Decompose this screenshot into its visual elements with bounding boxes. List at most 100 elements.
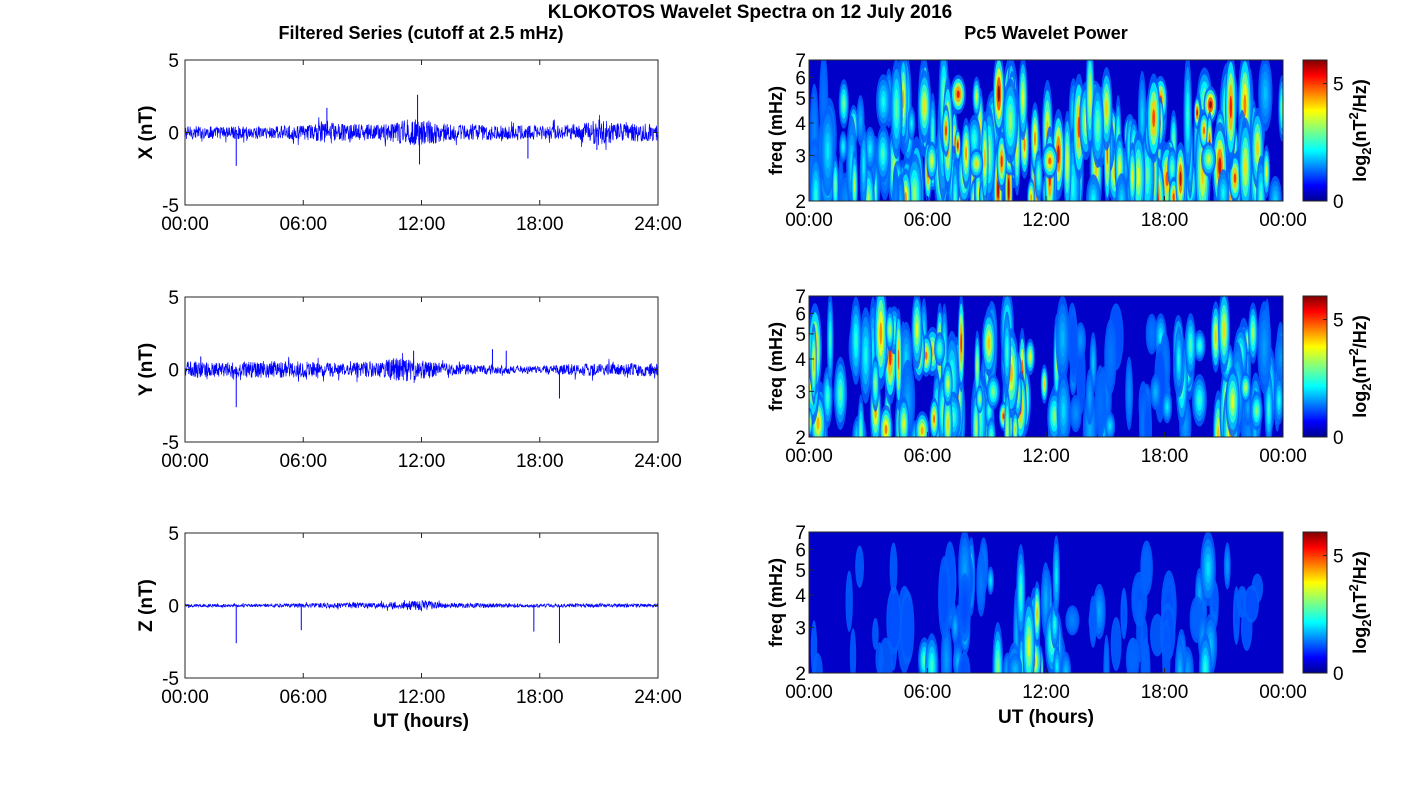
power-burst (872, 338, 874, 360)
x-tick-label: 06:00 (904, 682, 952, 703)
series-line-y (184, 352, 659, 384)
power-burst (1179, 171, 1182, 187)
y-tick-label: 5 (795, 89, 806, 110)
x-tick-label: 18:00 (1141, 682, 1189, 703)
series-panel-z: 5 0 -500:00 06:00 12:00 18:00 24:00 Z (nT) (136, 524, 682, 708)
x-tick-label: 00:00 (785, 446, 833, 467)
power-burst (1131, 655, 1135, 665)
power-burst (975, 160, 978, 167)
right-column-title: Pc5 Wavelet Power (964, 23, 1127, 43)
x-tick-label: 18:00 (516, 451, 564, 472)
power-burst (813, 121, 816, 141)
series-panel-y: 5 0 -500:00 06:00 12:00 18:00 24:00 Y (nT) (136, 288, 682, 472)
y-tick-label: 2 (795, 192, 806, 213)
colorbar-tick-label: 5 (1333, 75, 1344, 96)
power-burst (932, 125, 934, 142)
y-tick-label: 0 (168, 597, 179, 618)
power-burst (1226, 561, 1229, 571)
power-burst (1022, 89, 1024, 107)
x-tick-label: 18:00 (1141, 446, 1189, 467)
power-burst (933, 414, 935, 424)
y-axis-label: Y (nT) (136, 343, 157, 396)
power-burst (1243, 94, 1247, 117)
power-burst (816, 417, 820, 430)
power-burst (1218, 157, 1222, 175)
power-burst (1092, 616, 1094, 627)
power-burst (1066, 152, 1069, 173)
power-burst (1088, 421, 1092, 437)
power-burst (946, 379, 949, 389)
power-burst (1146, 413, 1150, 437)
power-burst (895, 98, 898, 119)
power-burst (904, 191, 907, 201)
colorbar (1302, 531, 1328, 674)
power-burst (1166, 403, 1169, 411)
colorbar-tick-label: 5 (1333, 547, 1344, 568)
power-burst (1196, 109, 1198, 116)
x-tick-label: 18:00 (516, 214, 564, 235)
power-burst (997, 85, 1000, 103)
y-tick-label: 0 (168, 124, 179, 145)
colorbar-tick-label: 5 (1333, 311, 1344, 332)
power-burst (1241, 598, 1244, 606)
y-axis-label: freq (mHz) (766, 322, 786, 411)
power-burst (976, 359, 978, 374)
power-burst (1014, 425, 1016, 433)
power-burst (1123, 608, 1125, 619)
colorbar-label: log2(nT2/Hz) (1346, 551, 1374, 653)
power-burst (1144, 664, 1147, 673)
power-burst (1222, 321, 1226, 339)
power-burst (881, 96, 885, 108)
power-burst (810, 620, 818, 673)
power-burst (1053, 619, 1056, 630)
y-tick-label: -5 (162, 669, 179, 690)
x-tick-label: 12:00 (1022, 682, 1070, 703)
y-tick-label: 4 (795, 114, 806, 135)
colorbar-label-part: log (1350, 391, 1370, 418)
power-burst (1074, 409, 1077, 418)
time-series-panels: 50-500:00 06:00 12:00 18:00 24:00X (nT)50-50… (136, 51, 682, 708)
series-line-z (184, 599, 659, 612)
power-burst (991, 388, 995, 396)
power-burst (884, 424, 888, 435)
colorbar-label-part: log (1350, 627, 1370, 654)
x-tick-label: 18:00 (516, 687, 564, 708)
power-burst (845, 570, 853, 632)
power-burst (945, 652, 948, 669)
power-burst (864, 345, 867, 366)
power-burst (887, 593, 901, 648)
power-burst (1088, 391, 1091, 403)
power-burst (842, 143, 844, 150)
y-tick-label: 3 (795, 146, 806, 167)
power-burst (930, 659, 934, 673)
power-burst (1198, 587, 1201, 598)
right-xlabel: UT (hours) (998, 707, 1094, 728)
y-tick-label: 4 (795, 350, 806, 371)
colorbar-label-part: (nT (1350, 120, 1370, 148)
power-burst (1244, 157, 1247, 177)
power-burst (834, 179, 837, 193)
power-burst (1255, 406, 1258, 415)
power-burst (1145, 562, 1148, 574)
power-burst (946, 417, 949, 432)
power-burst (938, 345, 941, 353)
x-tick-label: 24:00 (634, 687, 682, 708)
power-burst (1030, 193, 1032, 201)
x-tick-label: 06:00 (279, 214, 327, 235)
colorbar-tick-label: 0 (1333, 428, 1344, 449)
colorbar (1302, 295, 1328, 438)
power-burst (849, 628, 857, 673)
y-tick-label: 7 (795, 51, 806, 72)
power-burst (1159, 332, 1162, 342)
power-burst (1209, 101, 1212, 109)
power-burst (1128, 386, 1130, 401)
x-tick-label: 00:00 (785, 210, 833, 231)
power-burst (814, 187, 817, 201)
power-burst (1195, 615, 1199, 625)
power-burst (1062, 402, 1065, 419)
power-burst (977, 186, 979, 197)
y-axis-label: Z (nT) (136, 579, 157, 632)
y-tick-label: 3 (795, 382, 806, 403)
power-burst (960, 333, 962, 353)
